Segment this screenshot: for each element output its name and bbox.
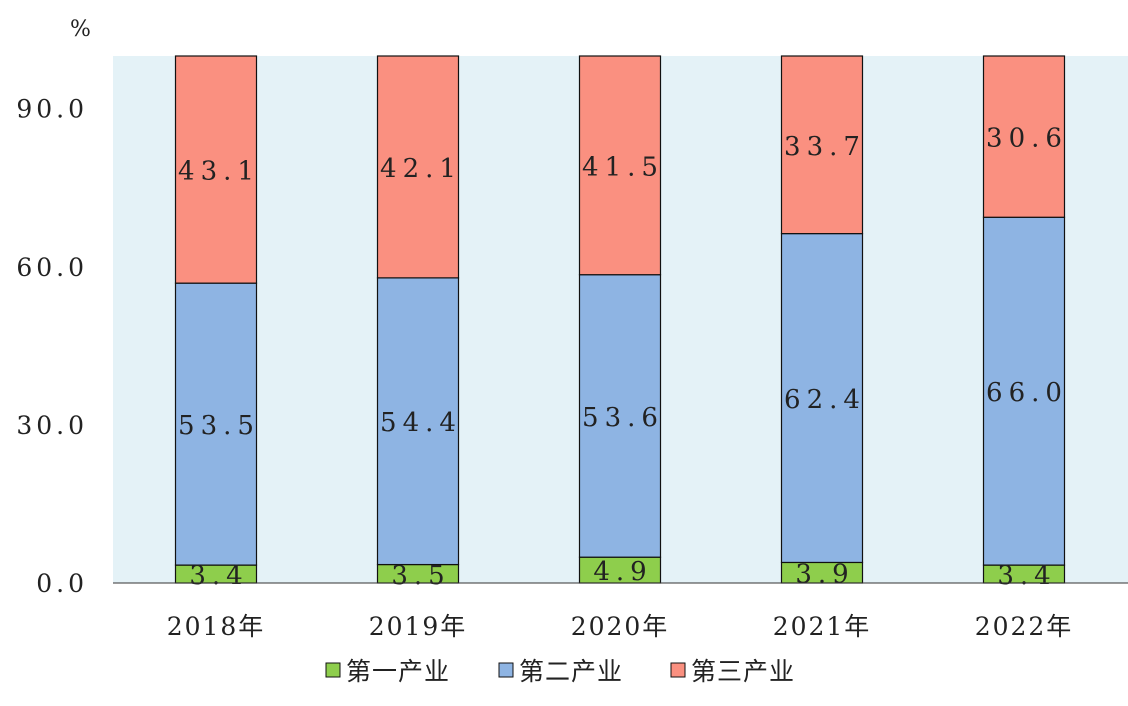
data-label: 33.7 xyxy=(784,132,866,162)
data-label: 42.1 xyxy=(380,154,462,184)
bar-segment xyxy=(982,55,1066,218)
y-axis-unit: % xyxy=(70,17,91,42)
x-tick-label: 2019年 xyxy=(369,612,468,641)
bar-segment xyxy=(780,55,864,235)
legend-swatch xyxy=(325,662,341,678)
legend-label: 第二产业 xyxy=(519,657,623,686)
x-tick-label: 2018年 xyxy=(167,612,266,641)
data-label: 41.5 xyxy=(582,152,664,182)
x-tick-label: 2020年 xyxy=(571,612,670,641)
data-label: 3.9 xyxy=(795,560,854,590)
bar-segment xyxy=(376,277,460,566)
bar-segment xyxy=(578,55,662,276)
legend: 第一产业 第二产业 第三产业 xyxy=(325,657,795,686)
legend-label: 第一产业 xyxy=(346,657,450,686)
data-labels-layer: 3.4 53.5 43.1 3.5 54.4 42.1 4.9 53.6 41.5 3.9 62.4… xyxy=(178,124,1068,591)
data-label: 3.4 xyxy=(997,561,1056,591)
bar-segment xyxy=(982,216,1066,566)
data-label: 3.4 xyxy=(189,561,248,591)
bar-segment xyxy=(578,274,662,558)
data-label: 30.6 xyxy=(986,124,1068,154)
y-tick-label: 0.0 xyxy=(36,569,88,598)
bars-layer xyxy=(174,55,1066,584)
data-label: 43.1 xyxy=(178,157,260,187)
bar-segment xyxy=(174,55,258,284)
data-label: 53.5 xyxy=(178,411,260,441)
y-tick-label: 30.0 xyxy=(16,411,88,440)
data-label: 4.9 xyxy=(593,557,652,587)
bar-segment xyxy=(174,282,258,566)
bar-segment xyxy=(780,232,864,564)
bar-segment xyxy=(376,55,460,279)
data-label: 62.4 xyxy=(784,385,866,415)
x-tick-label: 2021年 xyxy=(773,612,872,641)
x-axis-categories: 2018年 2019年 2020年 2021年 2022年 xyxy=(167,612,1074,641)
legend-swatch xyxy=(670,662,686,678)
legend-swatch xyxy=(498,662,514,678)
y-tick-label: 90.0 xyxy=(16,95,88,124)
data-label: 66.0 xyxy=(986,378,1068,408)
data-label: 54.4 xyxy=(380,408,462,438)
data-label: 53.6 xyxy=(582,403,664,433)
x-tick-label: 2022年 xyxy=(975,612,1074,641)
y-axis-ticks: 0.0 30.0 60.0 90.0 xyxy=(16,95,88,598)
y-tick-label: 60.0 xyxy=(16,253,88,282)
legend-label: 第三产业 xyxy=(691,657,795,686)
data-label: 3.5 xyxy=(391,561,450,591)
